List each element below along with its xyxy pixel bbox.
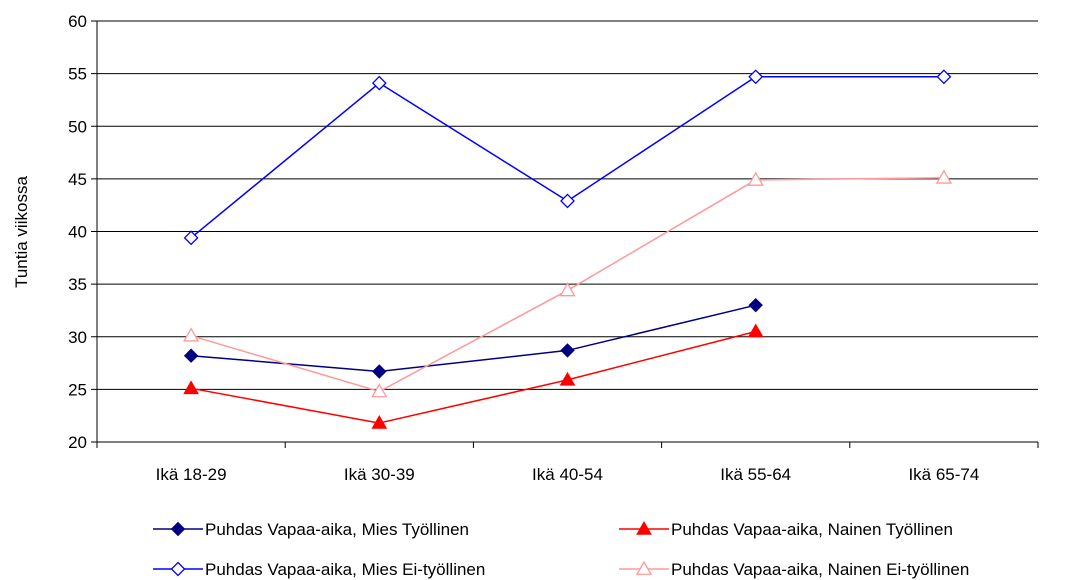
- legend-label: Puhdas Vapaa-aika, Nainen Ei-työllinen: [671, 560, 969, 579]
- y-tick-label: 20: [68, 433, 87, 452]
- data-point: [182, 327, 200, 342]
- series-4: [182, 169, 953, 398]
- data-point: [371, 75, 387, 91]
- y-tick-label: 30: [68, 328, 87, 347]
- data-point: [936, 69, 952, 85]
- y-tick-label: 45: [68, 170, 87, 189]
- legend-marker: [636, 520, 652, 535]
- data-point: [372, 364, 387, 379]
- y-tick-label: 40: [68, 223, 87, 242]
- legend: Puhdas Vapaa-aika, Mies Työllinen Puhdas …: [153, 520, 969, 579]
- legend-item: Puhdas Vapaa-aika, Mies Työllinen: [153, 520, 469, 539]
- data-point: [747, 171, 764, 186]
- y-tick-label: 25: [68, 380, 87, 399]
- series-line: [190, 76, 944, 239]
- series-line: [190, 330, 756, 424]
- legend-item: Puhdas Vapaa-aika, Mies Ei-työllinen: [153, 560, 485, 579]
- axes: [91, 20, 1039, 448]
- x-tick-label: Ikä 55-64: [720, 465, 791, 484]
- x-tick-label: Ikä 40-54: [532, 465, 603, 484]
- y-tick-label: 60: [68, 12, 87, 31]
- x-tick-label: Ikä 30-39: [344, 465, 415, 484]
- y-tick-label: 35: [68, 275, 87, 294]
- data-point: [183, 348, 199, 363]
- series-1: [183, 297, 763, 379]
- legend-label: Puhdas Vapaa-aika, Nainen Työllinen: [671, 520, 953, 539]
- y-tick-labels: 20 25 30 35 40 45 50 55 60: [68, 12, 87, 452]
- legend-marker: [635, 560, 653, 575]
- plot-area: [182, 69, 953, 429]
- data-point: [183, 380, 199, 395]
- data-point: [183, 230, 199, 246]
- data-point: [560, 193, 575, 209]
- data-point: [935, 169, 953, 184]
- legend-label: Puhdas Vapaa-aika, Mies Työllinen: [205, 520, 469, 539]
- data-point: [371, 415, 388, 429]
- y-tick-label: 55: [68, 65, 87, 84]
- series-2: [183, 323, 764, 429]
- legend-label: Puhdas Vapaa-aika, Mies Ei-työllinen: [205, 560, 485, 579]
- data-point: [559, 371, 576, 386]
- legend-marker: [170, 521, 186, 537]
- legend-marker: [170, 561, 186, 577]
- legend-item: Puhdas Vapaa-aika, Nainen Ei-työllinen: [619, 560, 969, 579]
- y-axis-label: Tuntia viikossa: [12, 176, 31, 288]
- y-tick-label: 50: [68, 117, 87, 136]
- x-tick-label: Ikä 18-29: [156, 465, 227, 484]
- data-point: [371, 383, 388, 398]
- data-point: [748, 69, 764, 85]
- data-point: [747, 323, 764, 338]
- legend-item: Puhdas Vapaa-aika, Nainen Työllinen: [619, 520, 953, 539]
- series-3: [183, 69, 952, 246]
- data-point: [748, 297, 763, 313]
- x-tick-label: Ikä 65-74: [908, 465, 979, 484]
- data-point: [559, 282, 576, 297]
- data-point: [560, 343, 575, 358]
- x-tick-labels: Ikä 18-29 Ikä 30-39 Ikä 40-54 Ikä 55-64 Ikä …: [156, 465, 980, 484]
